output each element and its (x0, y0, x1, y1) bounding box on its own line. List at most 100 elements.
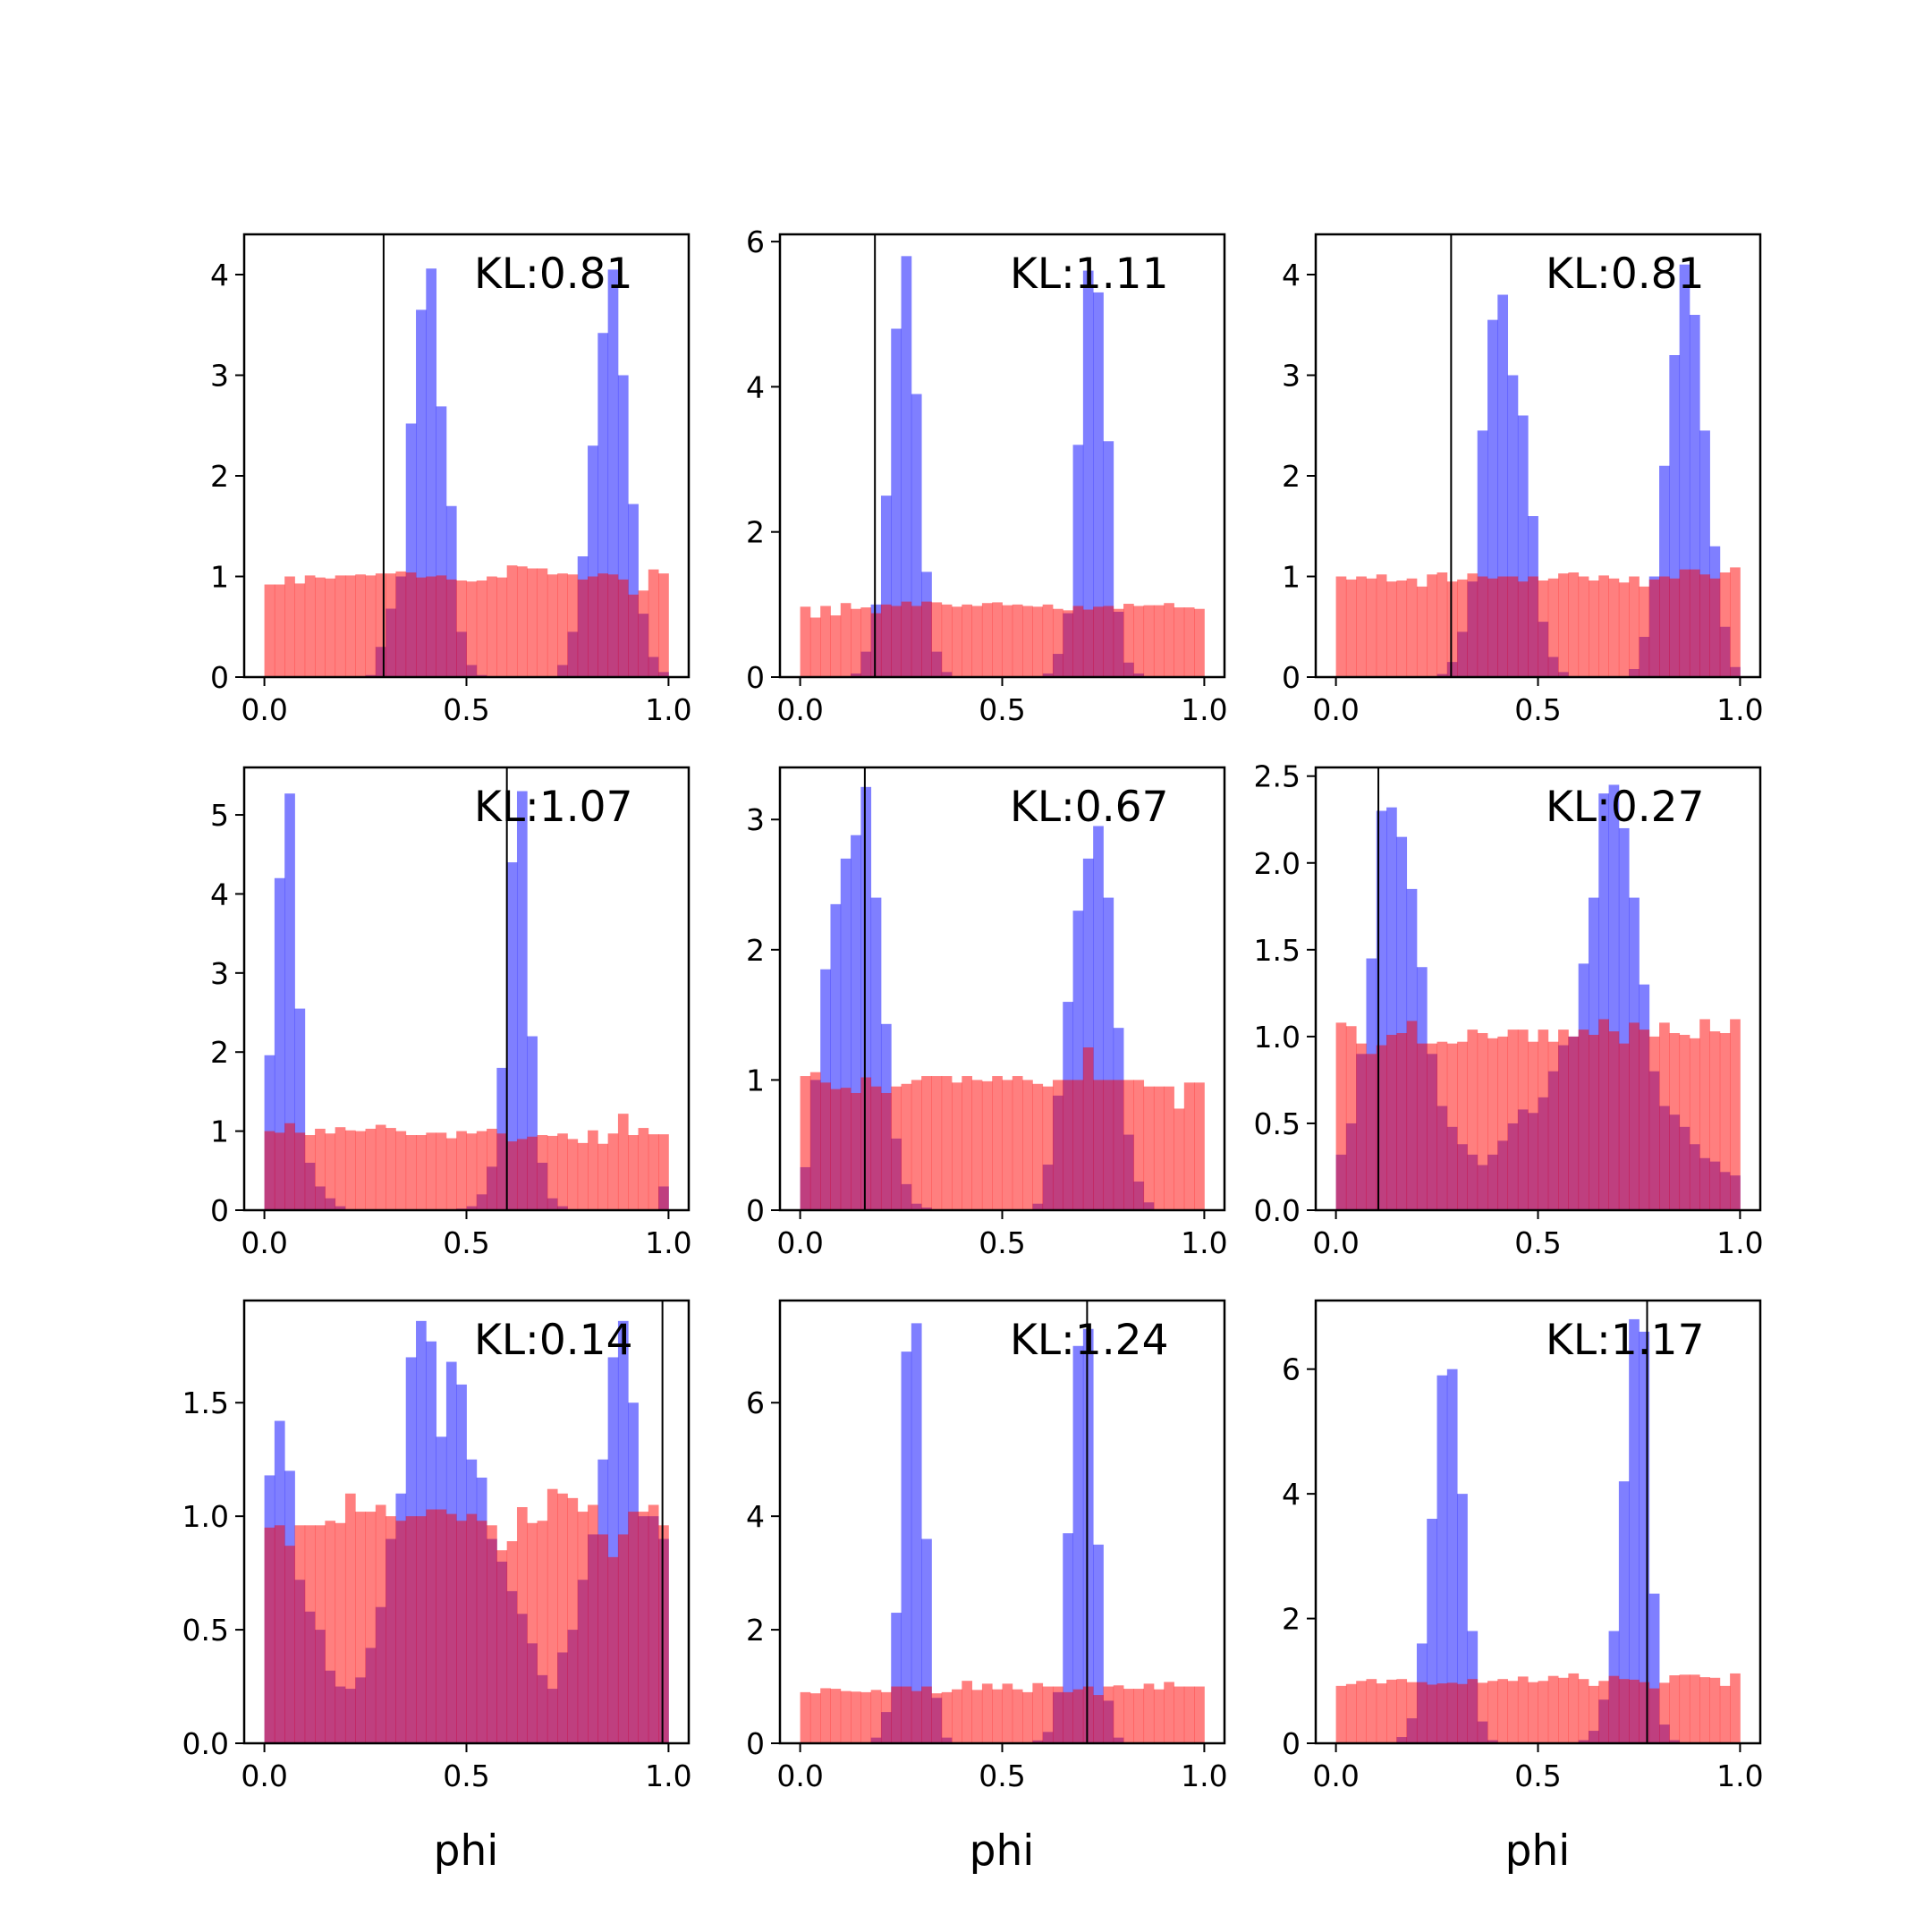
y-tick-label: 2 (746, 515, 765, 550)
bar-blue-11 (1446, 1368, 1458, 1743)
y-tick-label: 0.0 (182, 1726, 229, 1761)
bar-red-33 (1133, 606, 1145, 677)
bar-red-35 (1689, 569, 1700, 677)
bar-red-22 (487, 576, 497, 677)
subplot-3: 0.0 0.5 1.0 0 1 2 3 4 KL:0.81 (1282, 233, 1764, 727)
series-red (1335, 567, 1741, 677)
bar-red-13 (1467, 1030, 1479, 1210)
axes-frame (778, 1299, 1226, 1745)
bar-red-4 (304, 575, 316, 677)
bar-red-20 (466, 1513, 478, 1743)
y-tick-label: 0.0 (1254, 1193, 1301, 1228)
bar-red-26 (1598, 1019, 1609, 1210)
bar-red-35 (1153, 1689, 1165, 1743)
bar-red-37 (1174, 607, 1185, 677)
bar-red-16 (426, 1132, 437, 1210)
bar-red-2 (284, 1546, 295, 1743)
bar-red-12 (921, 601, 932, 677)
bar-blue-17 (1507, 375, 1519, 677)
bar-red-33 (1669, 578, 1681, 677)
bar-blue-32 (588, 445, 598, 677)
bar-blue-25 (516, 791, 528, 1210)
kl-annotation: KL:1.24 (1010, 1316, 1169, 1365)
bar-red-9 (891, 1686, 902, 1743)
y-tick-label: 3 (1282, 359, 1301, 394)
bar-red-32 (1659, 1022, 1670, 1210)
bar-blue-28 (1082, 270, 1094, 677)
bar-blue-31 (1648, 1593, 1660, 1743)
y-tick-label: 1 (746, 1063, 765, 1097)
bar-red-9 (355, 574, 366, 677)
bar-red-2 (820, 606, 831, 677)
bar-red-8 (880, 1092, 892, 1210)
bar-red-18 (981, 603, 993, 677)
bar-red-33 (1669, 1675, 1681, 1743)
bar-red-1 (1345, 579, 1357, 677)
bar-red-31 (1648, 1036, 1660, 1210)
x-tick-label: 0.0 (241, 1225, 287, 1260)
bar-red-12 (1457, 579, 1468, 677)
bar-red-36 (628, 1512, 639, 1743)
bar-red-24 (1042, 604, 1054, 677)
bar-red-18 (1517, 1676, 1529, 1743)
bar-red-17 (1507, 576, 1519, 677)
bar-red-32 (588, 576, 598, 677)
bar-red-38 (1719, 1685, 1731, 1743)
bar-red-8 (1416, 1682, 1428, 1743)
bar-red-36 (1164, 1086, 1174, 1210)
bar-red-31 (1113, 608, 1124, 677)
bar-red-14 (405, 1516, 417, 1743)
bar-red-2 (1356, 1043, 1367, 1210)
bar-red-1 (809, 1693, 821, 1743)
bar-blue-1 (274, 877, 285, 1210)
x-tick-label: 1.0 (1716, 1225, 1763, 1260)
bar-red-32 (1659, 1682, 1670, 1743)
bar-red-11 (375, 1124, 386, 1210)
x-tick-label: 0.0 (241, 1758, 287, 1793)
bar-red-18 (981, 1080, 993, 1210)
bar-red-22 (487, 1525, 497, 1743)
histogram-bars (800, 256, 1205, 677)
bar-red-31 (1113, 1685, 1124, 1743)
bar-red-9 (1427, 574, 1437, 677)
bar-red-27 (1072, 1689, 1084, 1743)
bar-red-8 (880, 604, 892, 677)
bar-red-39 (1194, 1686, 1205, 1743)
bar-red-14 (405, 1135, 417, 1210)
bar-red-3 (1366, 578, 1377, 677)
bar-red-33 (1133, 1689, 1145, 1743)
bar-red-27 (537, 1521, 548, 1743)
bar-red-32 (588, 1504, 598, 1743)
x-axis-label-col-1: phi (434, 1826, 499, 1876)
bar-red-28 (1082, 609, 1094, 677)
bar-red-38 (648, 1504, 659, 1743)
bar-red-39 (1194, 1082, 1205, 1210)
bar-red-13 (395, 1131, 407, 1210)
bar-red-13 (931, 1693, 943, 1743)
y-tick-label: 6 (1282, 1352, 1301, 1387)
bar-blue-28 (1618, 1481, 1630, 1743)
bar-blue-34 (607, 1357, 619, 1743)
bar-red-21 (1012, 604, 1023, 677)
bar-red-4 (1376, 1045, 1387, 1210)
x-tick-label: 0.0 (241, 692, 287, 727)
bar-red-37 (1709, 578, 1721, 677)
bar-red-11 (375, 573, 386, 677)
bar-red-35 (617, 1534, 629, 1743)
bar-red-8 (344, 1130, 356, 1210)
bar-red-11 (1446, 1682, 1458, 1743)
bar-red-19 (1528, 1041, 1538, 1210)
bar-blue-2 (284, 793, 295, 1210)
bar-red-26 (1063, 1691, 1073, 1743)
bar-red-0 (800, 1076, 811, 1210)
bar-red-7 (1406, 578, 1418, 677)
bar-blue-14 (405, 423, 417, 677)
series-red (1335, 1673, 1741, 1743)
bar-red-13 (1467, 1679, 1479, 1743)
bar-red-7 (335, 575, 346, 677)
series-red (264, 1488, 669, 1743)
bar-red-6 (1396, 1033, 1408, 1210)
x-tick-label: 0.5 (979, 1758, 1025, 1793)
bar-blue-29 (1093, 826, 1104, 1210)
bar-red-39 (1194, 608, 1205, 677)
